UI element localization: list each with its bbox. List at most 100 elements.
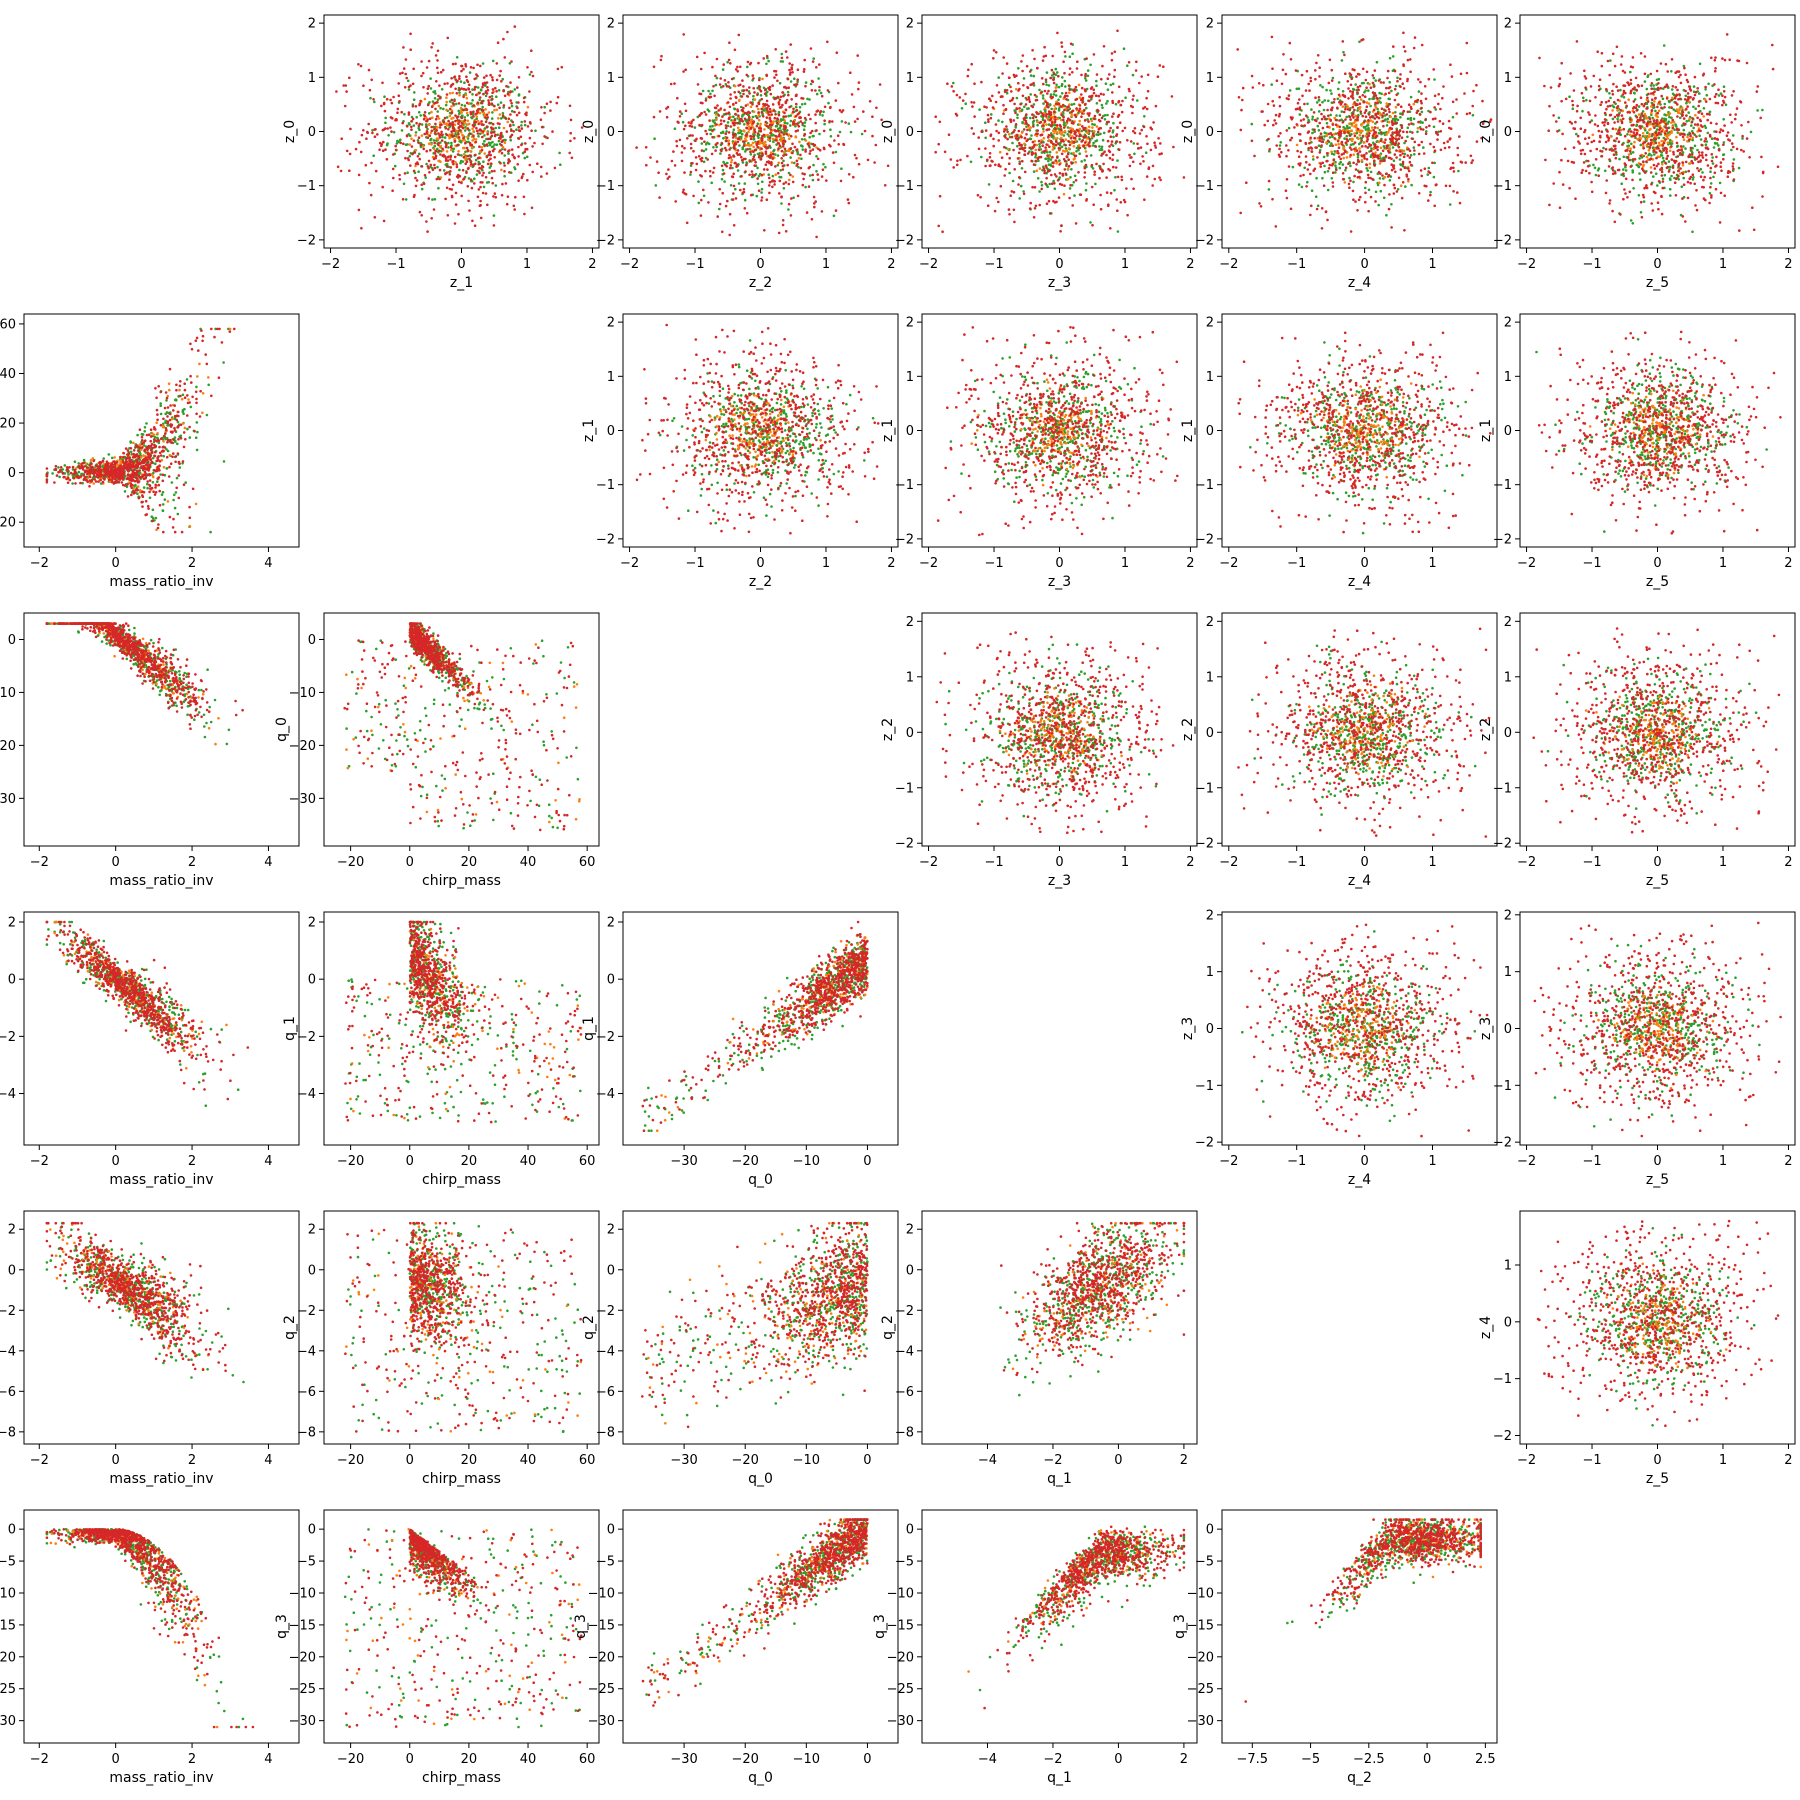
scatter-point	[1472, 114, 1475, 117]
scatter-point	[742, 107, 745, 110]
scatter-point	[503, 175, 506, 178]
scatter-point	[505, 182, 508, 185]
scatter-point	[774, 173, 777, 176]
scatter-point	[412, 83, 415, 86]
scatter-point	[815, 129, 818, 132]
scatter-point	[1045, 164, 1048, 167]
scatter-point	[782, 95, 785, 98]
scatter-point	[511, 134, 514, 137]
scatter-point	[1101, 117, 1104, 120]
scatter-point	[1046, 71, 1049, 74]
scatter-point	[1040, 188, 1043, 191]
scatter-point	[1080, 160, 1083, 163]
scatter-point	[1006, 138, 1009, 141]
scatter-point	[776, 80, 779, 83]
scatter-point	[800, 157, 803, 160]
scatter-point	[505, 85, 508, 88]
scatter-point	[520, 144, 523, 147]
scatter-point	[466, 114, 469, 117]
scatter-point	[496, 143, 499, 146]
scatter-point	[421, 165, 424, 168]
scatter-point	[711, 66, 714, 69]
scatter-point	[1023, 77, 1026, 80]
scatter-point	[1109, 151, 1112, 154]
scatter-point	[743, 144, 746, 147]
scatter-point	[712, 119, 715, 122]
scatter-point	[811, 174, 814, 177]
scatter-point	[718, 135, 721, 138]
scatter-point	[788, 179, 791, 182]
scatter-point	[1143, 115, 1146, 118]
scatter-point	[753, 138, 756, 141]
scatter-point	[405, 58, 408, 61]
scatter-point	[742, 85, 745, 88]
scatter-point	[746, 66, 749, 69]
scatter-point	[790, 214, 793, 217]
scatter-point	[726, 61, 729, 64]
scatter-point	[417, 141, 420, 144]
scatter-point	[744, 207, 747, 210]
scatter-point	[438, 150, 441, 153]
scatter-point	[789, 43, 792, 46]
scatter-point	[700, 68, 703, 71]
scatter-point	[434, 198, 437, 201]
scatter-point	[1152, 121, 1155, 124]
scatter-point	[386, 142, 389, 145]
scatter-point	[737, 138, 740, 141]
scatter-point	[476, 110, 479, 113]
scatter-point	[720, 107, 723, 110]
scatter-point	[997, 139, 1000, 142]
scatter-point	[372, 98, 375, 101]
scatter-point	[783, 187, 786, 190]
scatter-point	[1085, 150, 1088, 153]
scatter-point	[419, 123, 422, 126]
scatter-point	[471, 139, 474, 142]
scatter-point	[1132, 74, 1135, 77]
scatter-point	[1112, 112, 1115, 115]
scatter-point	[1063, 72, 1066, 75]
scatter-point	[470, 66, 473, 69]
scatter-point	[775, 135, 778, 138]
scatter-point	[829, 106, 832, 109]
scatter-point	[1008, 77, 1011, 80]
scatter-point	[686, 222, 689, 225]
scatter-point	[1073, 157, 1076, 160]
scatter-point	[998, 132, 1001, 135]
scatter-point	[1150, 149, 1153, 152]
scatter-point	[992, 57, 995, 60]
scatter-point	[1055, 84, 1058, 87]
scatter-point	[503, 164, 506, 167]
scatter-point	[1140, 75, 1143, 78]
scatter-point	[464, 129, 467, 132]
scatter-point	[1008, 157, 1011, 160]
scatter-point	[1025, 140, 1028, 143]
scatter-point	[425, 220, 428, 223]
scatter-point	[777, 172, 780, 175]
scatter-point	[481, 100, 484, 103]
scatter-point	[735, 102, 738, 105]
scatter-point	[1034, 160, 1037, 163]
scatter-point	[700, 199, 703, 202]
scatter-point	[430, 126, 433, 129]
scatter-point	[814, 200, 817, 203]
scatter-point	[937, 143, 940, 146]
scatter-point	[511, 148, 514, 151]
scatter-point	[457, 150, 460, 153]
scatter-point	[1080, 193, 1083, 196]
scatter-point	[1112, 83, 1115, 86]
scatter-point	[773, 76, 776, 79]
scatter-point	[404, 157, 407, 160]
scatter-point	[732, 198, 735, 201]
scatter-point	[454, 78, 457, 81]
scatter-point	[779, 144, 782, 147]
scatter-point	[517, 146, 520, 149]
scatter-point	[1061, 133, 1064, 136]
scatter-point	[944, 151, 947, 154]
scatter-point	[413, 124, 416, 127]
scatter-point	[1055, 159, 1058, 162]
scatter-point	[1094, 140, 1097, 143]
scatter-point	[788, 133, 791, 136]
scatter-point	[699, 174, 702, 177]
scatter-point	[731, 175, 734, 178]
scatter-point	[481, 108, 484, 111]
